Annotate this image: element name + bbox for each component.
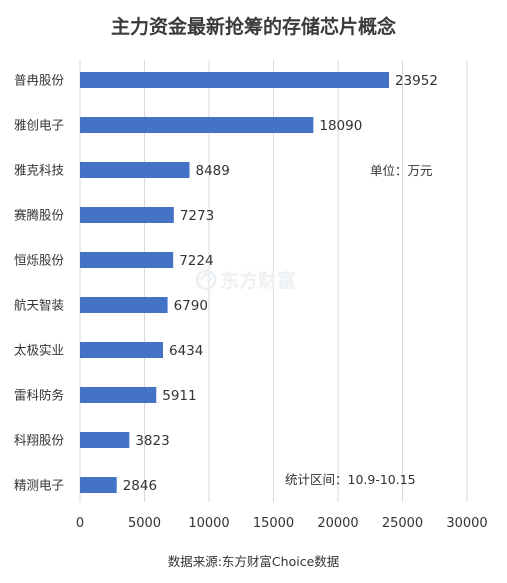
bar [80,342,163,358]
chart-title: 主力资金最新抢筹的存储芯片概念 [111,15,396,38]
x-tick-label: 20000 [317,516,358,531]
value-label: 23952 [395,73,438,89]
value-label: 7273 [180,208,214,224]
value-label: 7224 [179,253,213,269]
x-tick-label: 0 [76,516,84,531]
value-label: 6434 [169,343,203,359]
category-label: 雅创电子 [14,118,64,133]
x-tick-label: 30000 [446,516,487,531]
bar [80,252,174,268]
bar [80,72,389,88]
bar [80,162,190,178]
category-label: 赛腾股份 [14,208,65,223]
bar [80,297,168,313]
value-labels: 23952 18090 8489 7273 7224 6790 6434 5911 3823 28… [123,73,438,494]
category-label: 太极实业 [14,343,64,358]
value-label: 18090 [319,118,362,134]
bar [80,117,314,133]
x-tick-label: 25000 [382,516,423,531]
value-label: 8489 [196,163,230,179]
watermark-logo-icon [195,269,217,291]
chart-gridlines [79,60,468,502]
value-label: 5911 [162,388,196,404]
value-label: 2846 [123,478,157,494]
category-label: 普冉股份 [14,73,65,88]
category-label: 精测电子 [14,478,64,493]
x-tick-label: 10000 [188,516,229,531]
watermark-text: 东方财富 [220,269,296,292]
category-label: 航天智装 [14,298,64,313]
x-tick-label: 15000 [253,516,294,531]
value-label: 3823 [135,433,169,449]
x-tick-label: 5000 [128,516,161,531]
bars [80,72,389,493]
bar [80,432,130,448]
source-note: 数据来源:东方财富Choice数据 [168,554,340,569]
watermark: 东方财富 [195,269,296,292]
bar [80,207,174,223]
category-label: 科翔股份 [14,433,65,448]
category-label: 雅克科技 [14,163,65,178]
bar [80,387,157,403]
unit-note: 单位：万元 [370,163,433,178]
category-label: 恒烁股份 [14,253,65,268]
category-label: 雷科防务 [14,388,64,403]
x-tick-labels: 0 5000 10000 15000 20000 25000 30000 [76,516,488,531]
bar [80,477,117,493]
period-note: 统计区间：10.9-10.15 [285,472,416,487]
value-label: 6790 [174,298,208,314]
